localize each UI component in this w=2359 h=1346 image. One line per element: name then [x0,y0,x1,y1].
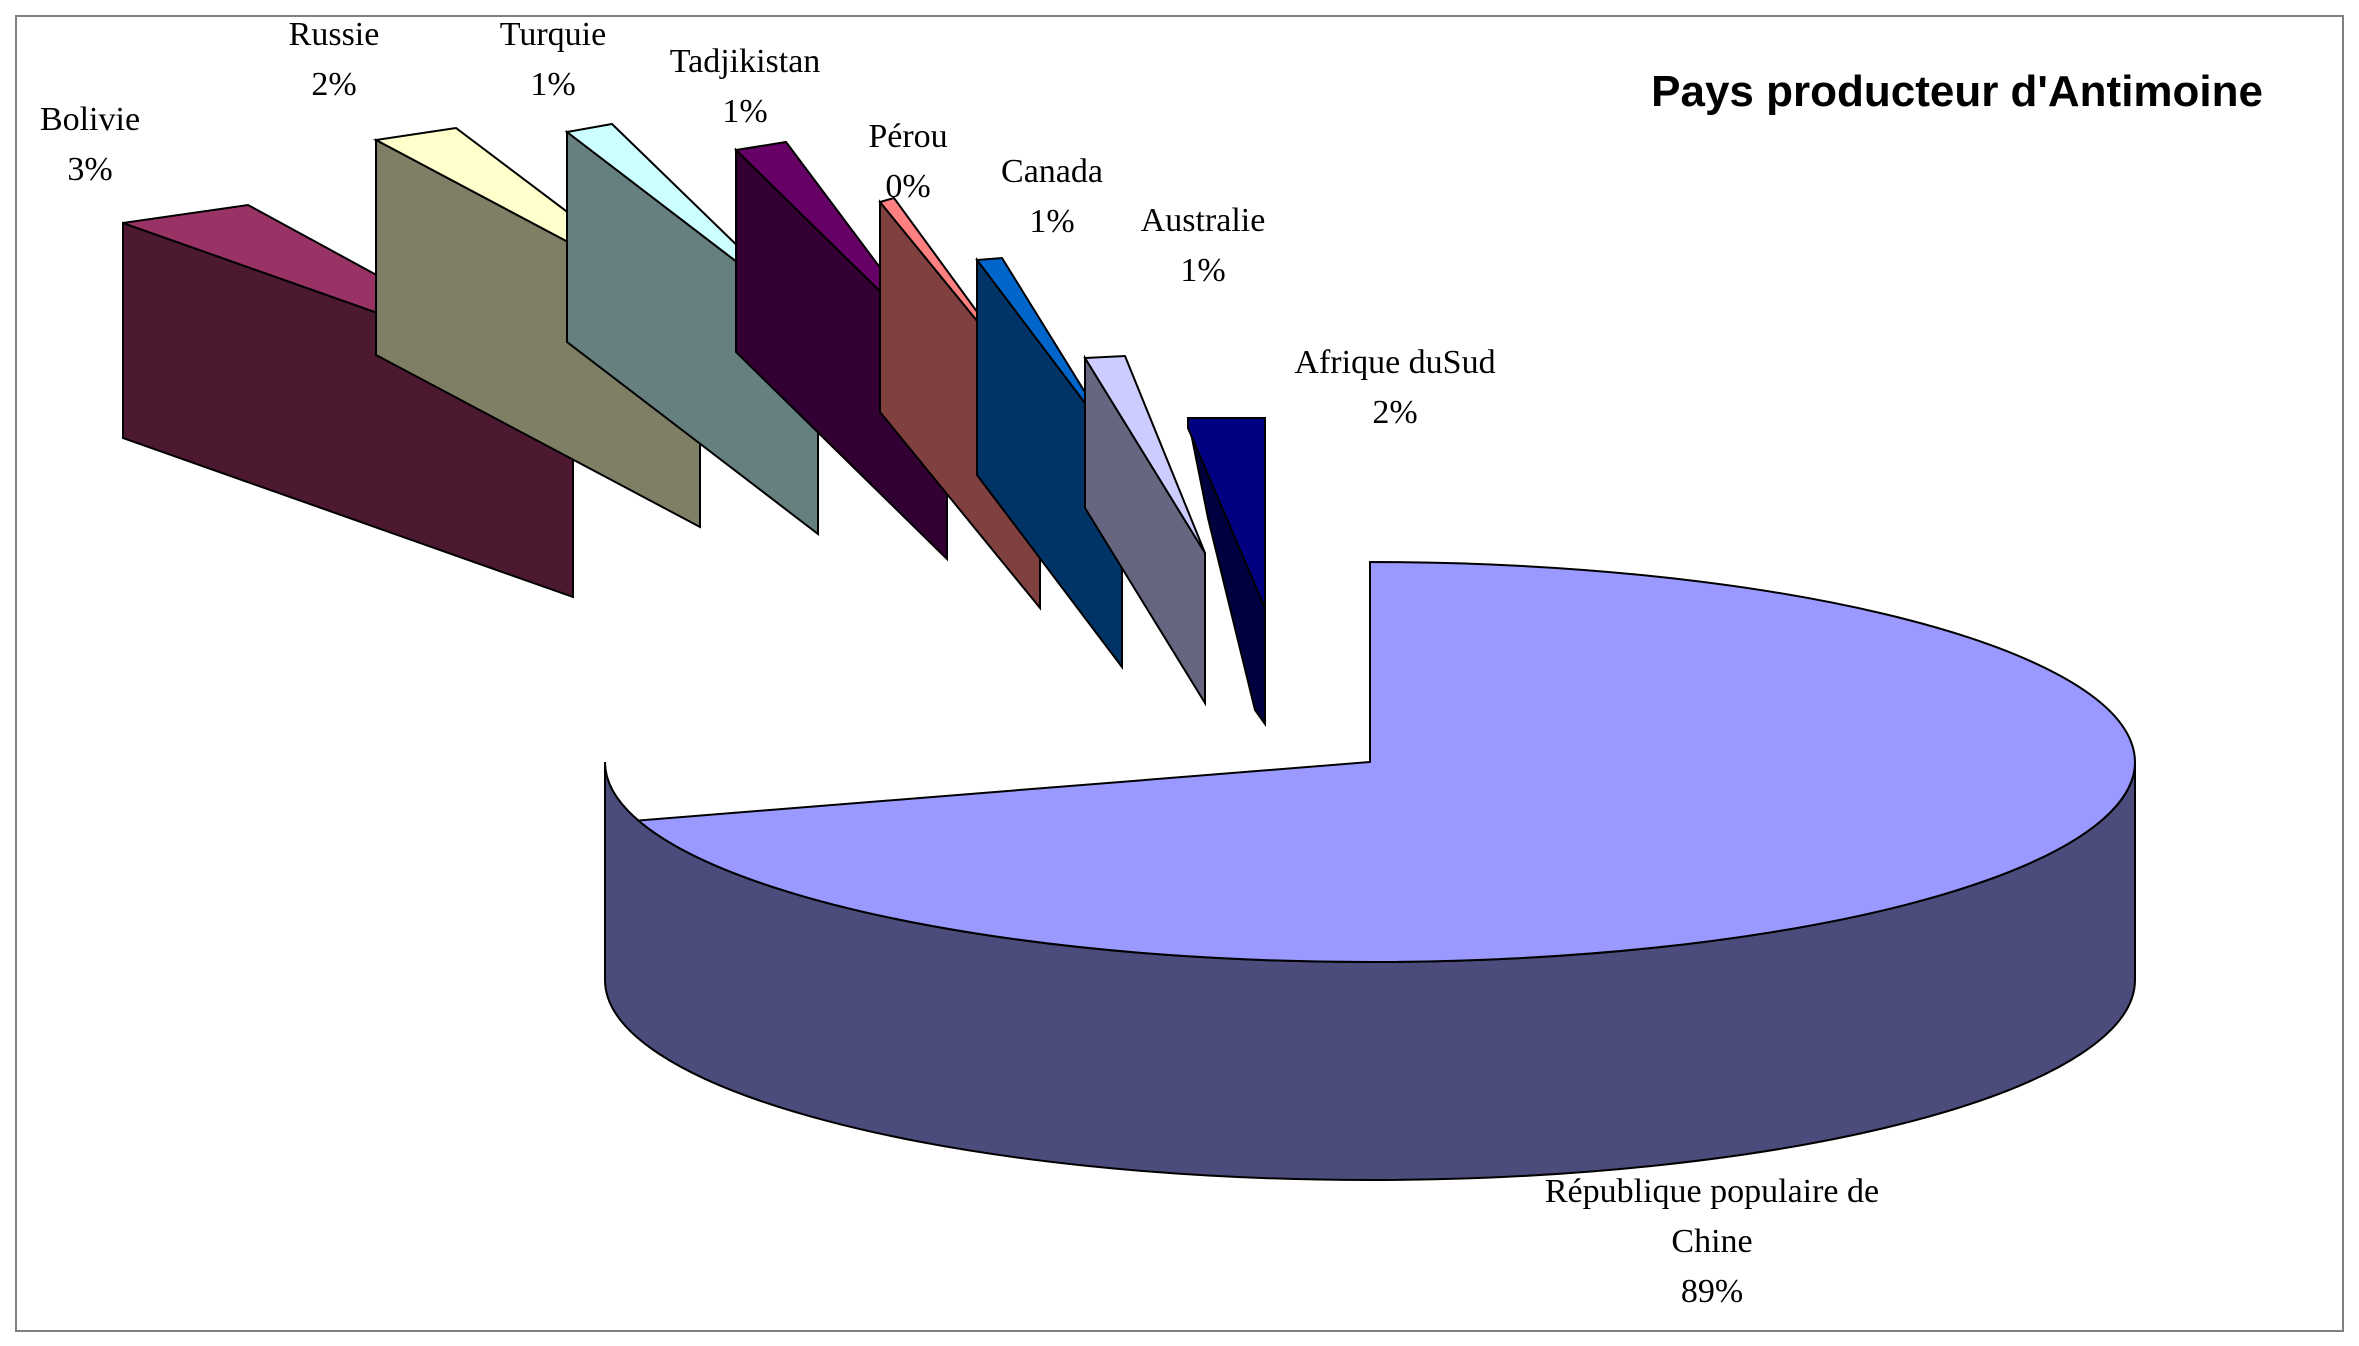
chart-title: Pays producteur d'Antimoine [1651,67,2263,116]
slice-chine-top [635,560,2136,963]
category-label-afrique-du-sud: Afrique duSud [1294,344,1495,381]
category-label-tadjikistan: Tadjikistan [670,43,821,80]
value-label-tadjikistan: 1% [722,93,767,130]
category-label-r-publique-populaire-de-chine: République populaire de [1545,1173,1879,1210]
value-label-australie: 1% [1180,252,1225,289]
value-label-turquie: 1% [530,66,575,103]
labels-layer: République populaire de Chine 89% Bolivie 3%… [40,16,1879,1310]
category-label-p-rou: Pérou [868,118,947,155]
category-label-canada: Canada [1001,153,1103,190]
category-label-bolivie: Bolivie [40,101,140,138]
slices-layer [122,122,2136,1181]
category-label-australie: Australie [1141,202,1266,239]
value-label-r-publique-populaire-de-chine: 89% [1681,1273,1743,1310]
slice-australie-top [1083,354,1206,554]
value-label-canada: 1% [1029,203,1074,240]
value-label-russie: 2% [311,66,356,103]
category-label-russie: Russie [289,16,380,53]
value-label-bolivie: 3% [67,151,112,188]
category-label-r-publique-populaire-de-chine: Chine [1671,1223,1752,1260]
value-label-afrique-du-sud: 2% [1372,394,1417,431]
slice-afrique-du-sud-top [1187,417,1266,609]
value-label-p-rou: 0% [885,168,930,205]
category-label-turquie: Turquie [500,16,606,53]
